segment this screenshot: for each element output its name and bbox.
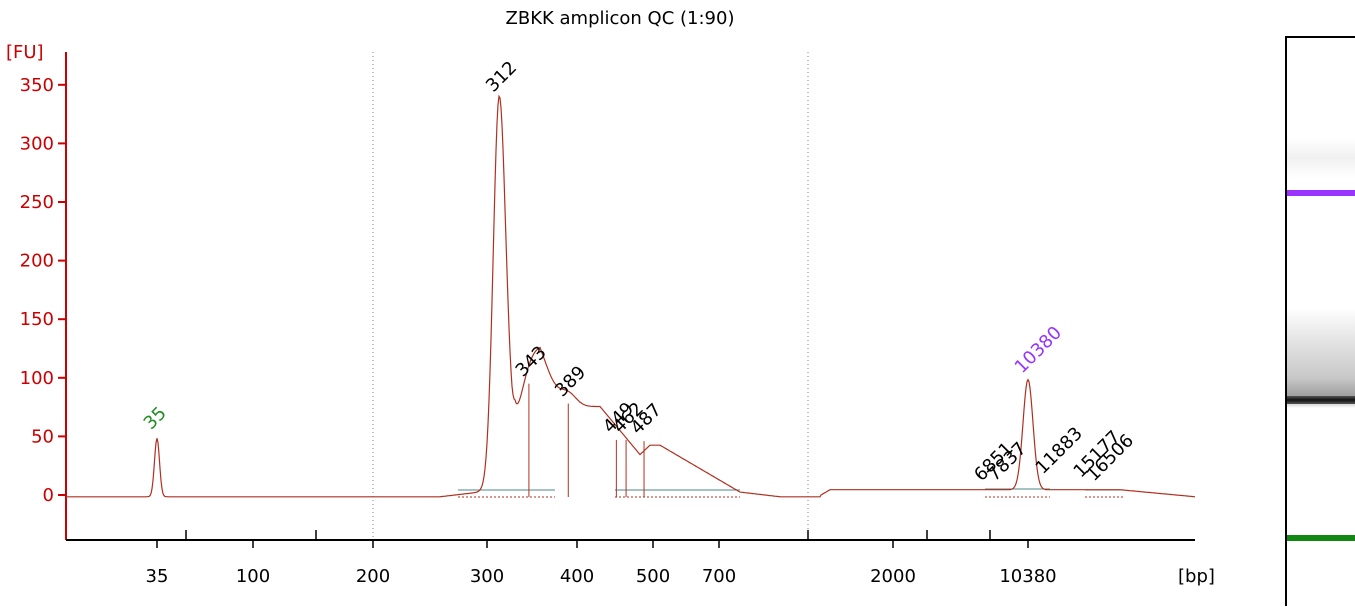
peak-label-343: 343 <box>512 342 551 381</box>
x-tick-label: 200 <box>356 566 390 587</box>
x-tick-label: 700 <box>702 566 736 587</box>
x-axis-label: [bp] <box>1178 566 1215 587</box>
x-tick-label: 2000 <box>870 566 916 587</box>
peak-labels: 3531234338944946248768517837103801188315… <box>140 57 1138 497</box>
x-tick-label: 10380 <box>999 566 1056 587</box>
chart-title: ZBKK amplicon QC (1:90) <box>506 8 735 29</box>
peak-label-10380: 10380 <box>1011 322 1066 377</box>
x-tick-label: 400 <box>560 566 594 587</box>
virtual-gel-lane <box>1285 36 1355 606</box>
y-tick-label: 200 <box>20 251 54 272</box>
y-tick-label: 250 <box>20 192 54 213</box>
electropherogram-chart: ZBKK amplicon QC (1:90) [FU] [bp] 0 50 100… <box>6 8 1215 587</box>
fluorescence-trace <box>66 94 1196 498</box>
gel-band-smear <box>1287 308 1355 408</box>
axes <box>65 52 1195 541</box>
y-tick-label: 0 <box>43 485 54 506</box>
y-axis-label: [FU] <box>6 42 44 63</box>
y-tick-label: 100 <box>20 368 54 389</box>
peak-label-312: 312 <box>482 57 521 96</box>
x-tick-label: 35 <box>146 566 169 587</box>
y-axis-ticks: 0 50 100 150 200 250 300 350 <box>20 75 66 506</box>
x-tick-label: 100 <box>236 566 270 587</box>
gel-band-lower-marker <box>1287 535 1355 541</box>
x-tick-label: 500 <box>636 566 670 587</box>
divider-lines <box>372 52 809 540</box>
gel-band-haze-upper <box>1287 138 1355 178</box>
y-tick-label: 300 <box>20 133 54 154</box>
y-tick-label: 150 <box>20 309 54 330</box>
y-tick-label: 350 <box>20 75 54 96</box>
peak-label-35: 35 <box>140 403 171 434</box>
gel-band-main <box>1287 396 1355 404</box>
peak-baselines <box>458 488 1125 498</box>
y-tick-label: 50 <box>31 426 54 447</box>
peak-label-389: 389 <box>551 362 590 401</box>
x-axis-ticks: 35 100 200 300 400 500 700 2000 10380 <box>146 530 1057 587</box>
x-tick-label: 300 <box>470 566 504 587</box>
gel-band-upper-marker <box>1287 190 1355 196</box>
